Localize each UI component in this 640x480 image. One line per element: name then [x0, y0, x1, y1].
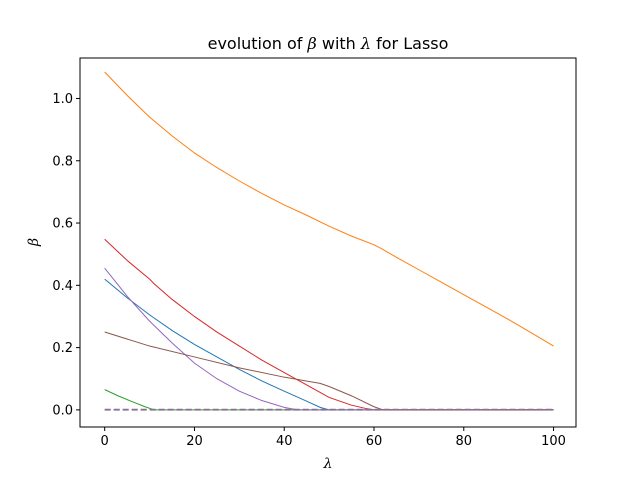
y-axis-label: β	[26, 238, 42, 247]
plot-frame	[79, 57, 577, 428]
series-line-2	[104, 71, 554, 347]
chart-title: evolution of β with λ for Lasso	[208, 34, 449, 53]
y-tick-label: 0.6	[52, 217, 73, 232]
series-layer	[104, 71, 554, 411]
x-tick-label: 40	[276, 434, 293, 449]
y-tick-label: 0.8	[52, 154, 73, 169]
series-line-3	[104, 389, 554, 411]
y-tick-label: 1.0	[52, 92, 73, 107]
x-axis-label: λ	[323, 456, 333, 472]
x-tick-label: 0	[101, 434, 109, 449]
series-line-4	[104, 238, 554, 411]
x-tick-label: 60	[366, 434, 383, 449]
series-line-5	[104, 267, 554, 411]
y-tick-label: 0.2	[52, 341, 73, 356]
x-axis: 0 20 40 60 80 100	[101, 427, 566, 449]
y-axis: 0.0 0.2 0.4 0.6 0.8 1.0	[52, 92, 80, 418]
x-tick-label: 80	[456, 434, 473, 449]
y-tick-label: 0.0	[52, 403, 73, 418]
x-tick-label: 20	[186, 434, 203, 449]
y-tick-label: 0.4	[52, 279, 73, 294]
x-tick-label: 100	[541, 434, 566, 449]
series-line-6	[104, 331, 554, 411]
